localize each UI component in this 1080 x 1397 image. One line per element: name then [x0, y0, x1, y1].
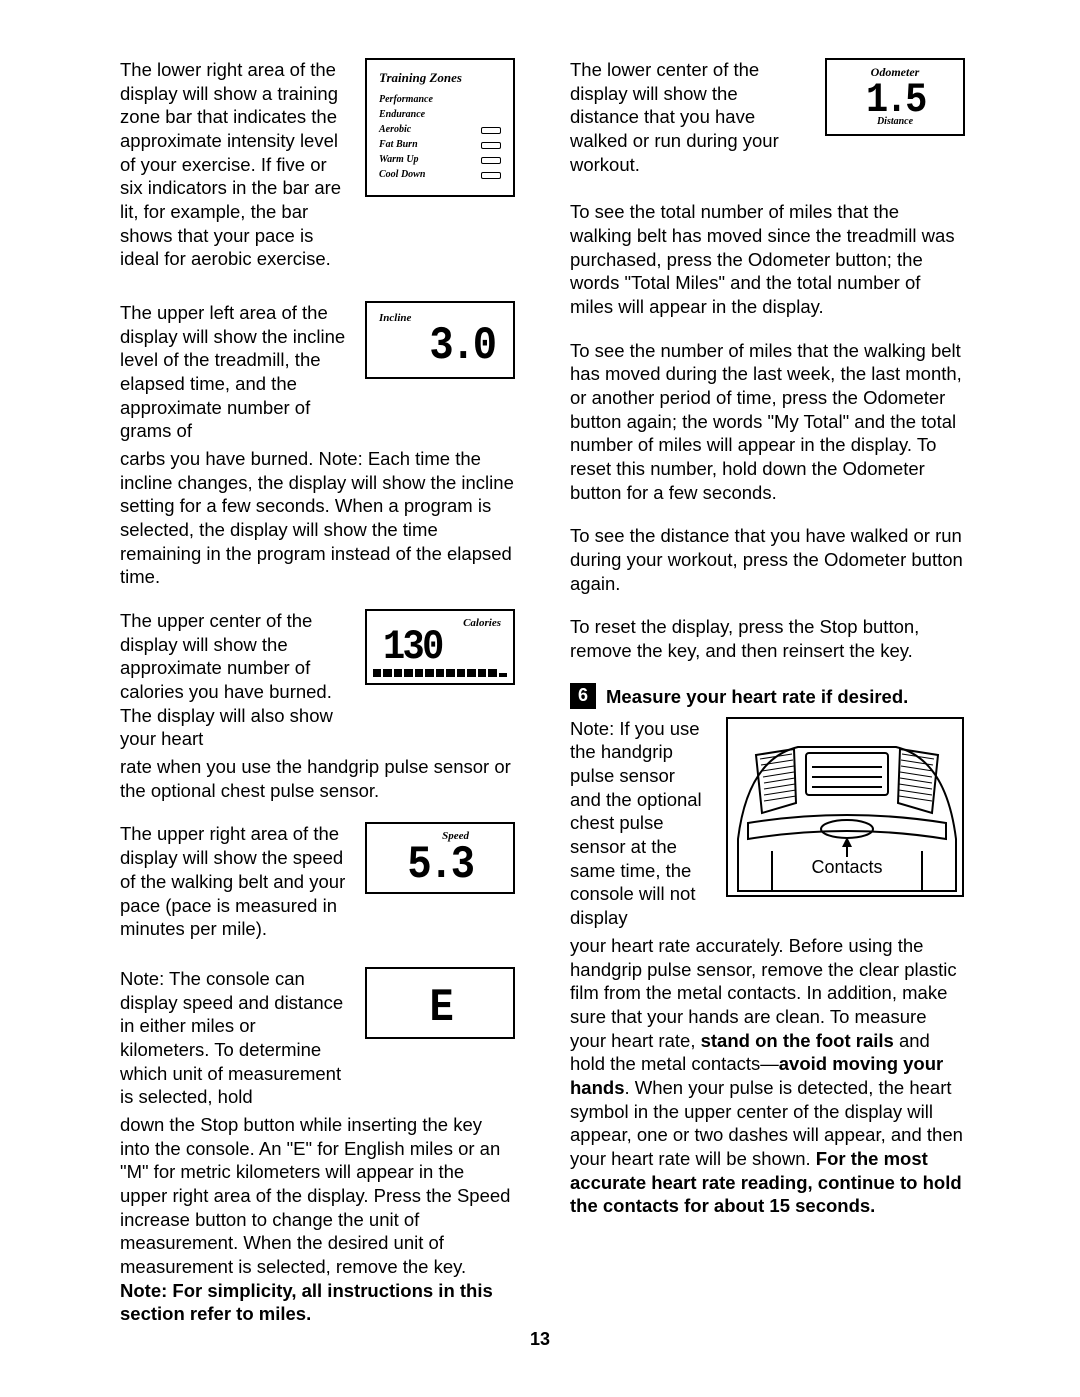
page-number: 13 — [0, 1328, 1080, 1351]
figure-odometer: Odometer 1.5 Distance — [825, 58, 965, 136]
para-calories-a: The upper center of the display will sho… — [120, 609, 349, 751]
para-training-zone: The lower right area of the display will… — [120, 58, 349, 271]
para-incline-b: carbs you have burned. Note: Each time t… — [120, 447, 515, 589]
figure-handgrip: Contacts — [726, 717, 964, 897]
para-odometer-a: The lower center of the display will sho… — [570, 58, 809, 176]
tz-row: Aerobic — [379, 123, 501, 138]
para-speed: The upper right area of the display will… — [120, 822, 349, 940]
tz-row: Endurance — [379, 108, 501, 123]
tz-bar-icon — [481, 157, 501, 164]
contacts-label: Contacts — [811, 857, 882, 877]
para-reset: To reset the display, press the Stop but… — [570, 615, 965, 662]
tz-row: Cool Down — [379, 168, 501, 183]
tz-bar-icon — [481, 142, 501, 149]
step-6-heading: 6 Measure your heart rate if desired. — [570, 683, 965, 709]
step-6-title: Measure your heart rate if desired. — [606, 683, 908, 709]
right-column: The lower center of the display will sho… — [570, 58, 965, 1346]
calories-value: 130 — [379, 621, 446, 675]
speed-value: 5.3 — [367, 836, 513, 895]
para-unit-b: down the Stop button while inserting the… — [120, 1113, 515, 1326]
incline-value: 3.0 — [425, 317, 499, 376]
figure-calories: Calories 130 — [365, 609, 515, 685]
odometer-sub: Distance — [827, 116, 963, 129]
para-heart-a: Note: If you use the handgrip pulse sens… — [570, 717, 710, 930]
calories-bar-graph — [373, 669, 507, 677]
tz-row: Performance — [379, 93, 501, 108]
tz-bar-icon — [481, 172, 501, 179]
para-calories-b: rate when you use the handgrip pulse sen… — [120, 755, 515, 802]
unit-value: E — [367, 979, 513, 1038]
tz-title: Training Zones — [379, 70, 501, 87]
para-my-total: To see the number of miles that the walk… — [570, 339, 965, 505]
figure-speed: Speed 5.3 — [365, 822, 515, 894]
left-column: The lower right area of the display will… — [120, 58, 515, 1346]
para-incline-a: The upper left area of the display will … — [120, 301, 349, 443]
para-unit-a: Note: The console can display speed and … — [120, 967, 349, 1109]
para-heart-b: your heart rate accurately. Before using… — [570, 934, 965, 1218]
step-number-badge: 6 — [570, 683, 596, 709]
handgrip-illustration: Contacts — [728, 719, 964, 897]
tz-bar-icon — [481, 127, 501, 134]
para-total-miles: To see the total number of miles that th… — [570, 200, 965, 318]
figure-unit: E — [365, 967, 515, 1039]
calories-label: Calories — [463, 616, 501, 630]
incline-label: Incline — [379, 311, 411, 325]
tz-row: Warm Up — [379, 153, 501, 168]
figure-training-zones: Training Zones PerformanceEnduranceAerob… — [365, 58, 515, 197]
tz-row: Fat Burn — [379, 138, 501, 153]
figure-incline: Incline 3.0 — [365, 301, 515, 379]
para-odometer-again: To see the distance that you have walked… — [570, 524, 965, 595]
